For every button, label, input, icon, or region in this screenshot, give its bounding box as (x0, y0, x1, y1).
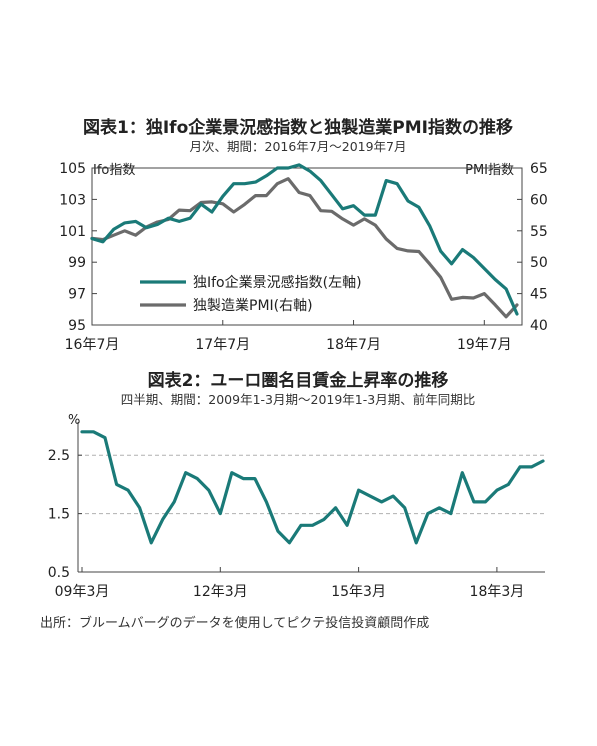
chart2-y-tick-label: 0.5 (48, 565, 70, 581)
chart1-right-tick-label: 40 (530, 318, 548, 334)
chart2-x-tick-label: 15年3月 (331, 584, 386, 600)
chart2-series (80, 430, 545, 545)
chart1-ifo-line (90, 163, 519, 316)
chart1-subtitle: 月次、期間：2016年7月～2019年7月 (189, 139, 406, 154)
chart1-axes: 105 103 101 99 97 95 65 60 55 50 45 40 16年7月 17年7月 18年… (59, 161, 548, 353)
chart2-wage-line (80, 430, 545, 545)
chart2-title: 図表2：ユーロ圏名目賃金上昇率の推移 (148, 370, 449, 391)
chart1-legend-label: 独製造業PMI(右軸) (193, 298, 313, 314)
chart2-y-tick-label: 2.5 (48, 448, 70, 464)
source-note: 出所：ブルームバーグのデータを使用してピクテ投信投資顧問作成 (40, 615, 429, 631)
chart1-legend-label: 独Ifo企業景況感指数(左軸) (193, 274, 362, 291)
chart1-title: 図表1：独Ifo企業景況感指数と独製造業PMI指数の推移 (83, 117, 513, 138)
chart1-right-tick-label: 50 (530, 255, 548, 271)
chart1-left-tick-label: 97 (68, 287, 86, 303)
chart1-right-axis-label: PMI指数 (465, 163, 514, 178)
chart2-subtitle: 四半期、期間：2009年1-3月期～2019年1-3月期、前年同期比 (121, 392, 475, 407)
chart1-left-tick-label: 105 (59, 161, 86, 177)
chart2-x-tick-label: 18年3月 (470, 584, 525, 600)
chart1-left-tick-label: 103 (59, 192, 86, 208)
chart1-right-tick-label: 65 (530, 161, 548, 177)
chart2-x-tick-label: 09年3月 (55, 584, 110, 600)
chart1-x-tick-label: 18年7月 (326, 337, 381, 353)
chart1-legend: 独Ifo企業景況感指数(左軸) 独製造業PMI(右軸) (140, 274, 362, 314)
chart1-left-tick-label: 95 (68, 318, 86, 334)
chart1-pmi-line (90, 177, 519, 319)
chart1-x-tick-label: 19年7月 (457, 337, 512, 353)
chart1-x-tick-label: 17年7月 (195, 337, 250, 353)
chart1-series (90, 163, 519, 319)
chart2-x-tick-label: 12年3月 (193, 584, 248, 600)
chart1-right-tick-label: 55 (530, 224, 548, 240)
chart1-left-axis-label: Ifo指数 (93, 163, 135, 178)
chart2-unit-label: % (68, 413, 80, 428)
chart1-left-tick-label: 101 (59, 224, 86, 240)
chart2-y-tick-label: 1.5 (48, 507, 70, 523)
chart1-x-tick-label: 16年7月 (65, 337, 120, 353)
chart1-right-tick-label: 45 (530, 287, 548, 303)
chart1-left-tick-label: 99 (68, 255, 86, 271)
chart2-axes: 2.5 1.5 0.5 09年3月 12年3月 15年3月 18年3月 (48, 422, 545, 600)
chart1-right-tick-label: 60 (530, 192, 548, 208)
